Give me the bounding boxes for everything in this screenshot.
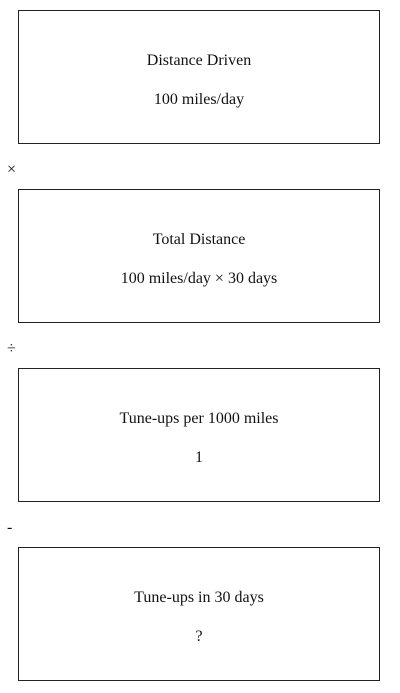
step-box-distance-driven: Distance Driven 100 miles/day — [18, 10, 380, 144]
step-box-tuneups-per-1000-miles: Tune-ups per 1000 miles 1 — [18, 368, 380, 502]
step-title: Tune-ups in 30 days — [134, 589, 264, 606]
step-value: ? — [195, 628, 203, 645]
step-title: Tune-ups per 1000 miles — [119, 410, 279, 427]
step-title: Distance Driven — [146, 52, 252, 69]
step-value: 1 — [195, 449, 203, 466]
divide-operator: ÷ — [7, 340, 16, 357]
step-box-total-distance: Total Distance 100 miles/day × 30 days — [18, 189, 380, 323]
step-box-tuneups-in-30-days: Tune-ups in 30 days ? — [18, 547, 380, 681]
step-value: 100 miles/day — [153, 91, 245, 108]
step-title: Total Distance — [152, 231, 246, 248]
multiply-operator: × — [7, 161, 17, 178]
minus-operator: - — [7, 519, 13, 536]
step-value: 100 miles/day × 30 days — [120, 270, 278, 287]
